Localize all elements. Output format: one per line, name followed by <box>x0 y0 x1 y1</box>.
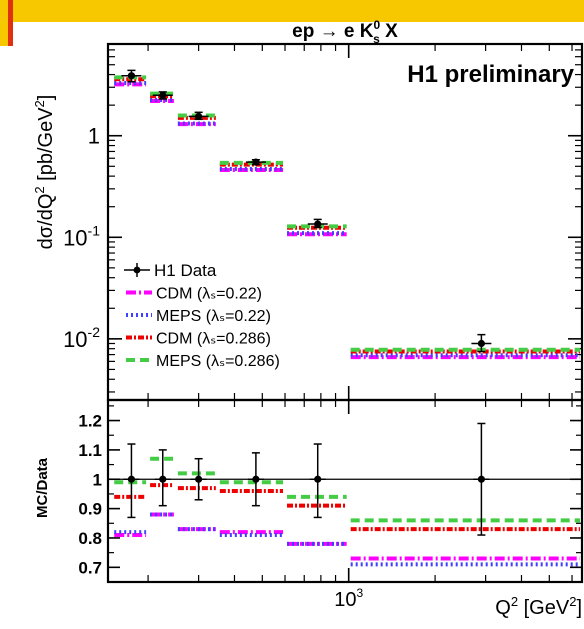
legend-label: MEPS (λₛ=0.286) <box>156 353 280 370</box>
ratio-data-point <box>477 475 486 483</box>
main-data-point <box>477 339 486 348</box>
x-axis-label: Q2 [GeV2] <box>495 594 582 619</box>
main-data-point <box>159 91 167 99</box>
legend-label: CDM (λₛ=0.22) <box>156 286 262 303</box>
slide-side-bar <box>0 0 8 46</box>
slide-accent-mark <box>8 0 13 46</box>
h1-preliminary-label: H1 preliminary <box>407 61 574 88</box>
ratio-data-point <box>127 475 136 483</box>
x-tick-label: 103 <box>334 586 363 611</box>
ratio-y-tick-label: 1 <box>93 470 102 489</box>
ratio-y-tick-label: 0.8 <box>78 529 102 548</box>
ratio-y-axis-label: MC/Data <box>34 457 51 518</box>
legend-label: MEPS (λₛ=0.22) <box>156 308 271 325</box>
ratio-data-point <box>314 475 322 483</box>
ratio-data-point <box>252 475 260 483</box>
legend-label-h1-data: H1 Data <box>154 261 217 280</box>
legend-label: CDM (λₛ=0.286) <box>156 331 271 348</box>
main-y-axis-label: dσ/dQ2 [pb/GeV2] <box>32 95 57 250</box>
main-y-tick-label: 10-1 <box>63 222 100 250</box>
main-y-tick-label: 10-2 <box>63 324 100 352</box>
main-data-point <box>127 72 136 80</box>
main-data-point <box>314 220 322 228</box>
legend-data-marker <box>133 266 141 274</box>
slide-header-bar <box>0 0 584 22</box>
ratio-y-tick-label: 1.1 <box>78 441 102 460</box>
main-y-tick-label: 1 <box>88 124 100 149</box>
ratio-y-tick-label: 1.2 <box>78 412 102 431</box>
ratio-y-tick-label: 0.7 <box>78 558 102 577</box>
ratio-panel-frame <box>106 398 584 584</box>
ratio-y-tick-label: 0.9 <box>78 500 102 519</box>
ratio-data-point <box>159 475 167 483</box>
ratio-data-point <box>195 475 203 483</box>
main-data-point <box>252 158 260 166</box>
main-data-point <box>195 112 203 120</box>
chart-title: ep → e K0 s X <box>292 18 398 46</box>
